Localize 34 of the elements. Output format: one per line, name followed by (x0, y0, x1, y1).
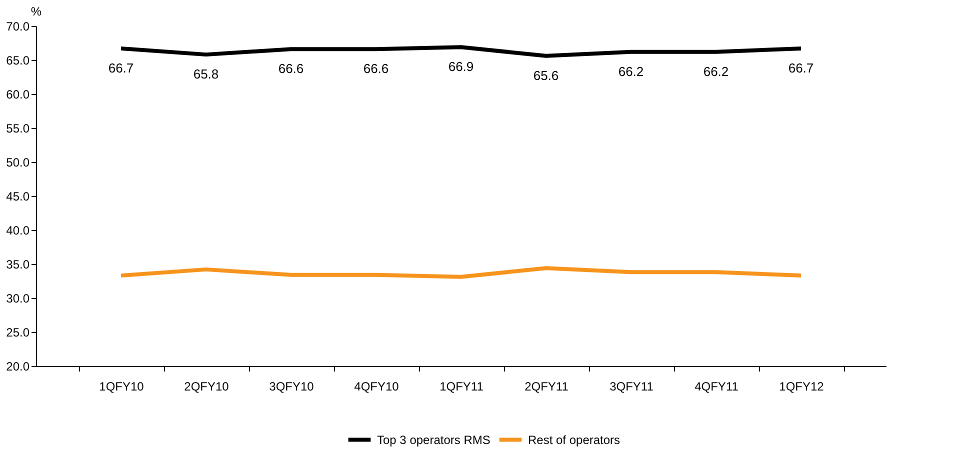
data-label: 66.2 (703, 64, 729, 79)
data-label: 66.7 (788, 60, 814, 76)
y-tick-label: 40.0 (6, 224, 30, 238)
x-tick-label: 2QFY11 (524, 380, 569, 394)
x-tick-label: 4QFY11 (694, 380, 739, 394)
y-axis-title: % (30, 4, 42, 18)
x-tick-label: 1QFY10 (99, 380, 144, 394)
data-label: 66.2 (618, 64, 644, 79)
legend-label: Top 3 operators RMS (377, 432, 490, 447)
data-label: 66.9 (448, 59, 474, 74)
data-label: 66.7 (108, 60, 134, 76)
y-tick-label: 35.0 (6, 258, 30, 272)
data-label: 66.6 (278, 61, 304, 76)
x-tick-label: 1QFY11 (440, 380, 484, 394)
y-tick-label: 50.0 (6, 156, 30, 170)
x-tick-label: 2QFY10 (184, 380, 230, 394)
x-tick-label: 4QFY10 (354, 380, 400, 394)
y-tick-label: 30.0 (6, 292, 30, 306)
y-tick-label: 55.0 (6, 122, 30, 136)
legend-label: Rest of operators (528, 432, 620, 447)
y-tick-label: 60.0 (6, 88, 30, 102)
x-tick-label: 1QFY12 (779, 380, 824, 394)
y-tick-label: 45.0 (6, 190, 30, 204)
y-tick-label: 20.0 (6, 360, 30, 374)
y-tick-label: 70.0 (6, 20, 30, 34)
data-label: 65.8 (193, 66, 219, 82)
y-tick-label: 65.0 (6, 54, 30, 68)
x-tick-label: 3QFY11 (610, 380, 654, 394)
line-series (119, 45, 803, 58)
data-label: 66.6 (363, 61, 389, 76)
y-tick-label: 25.0 (6, 326, 30, 340)
x-tick-label: 3QFY10 (269, 380, 314, 394)
line-series (119, 266, 803, 279)
data-label: 65.6 (533, 68, 559, 83)
